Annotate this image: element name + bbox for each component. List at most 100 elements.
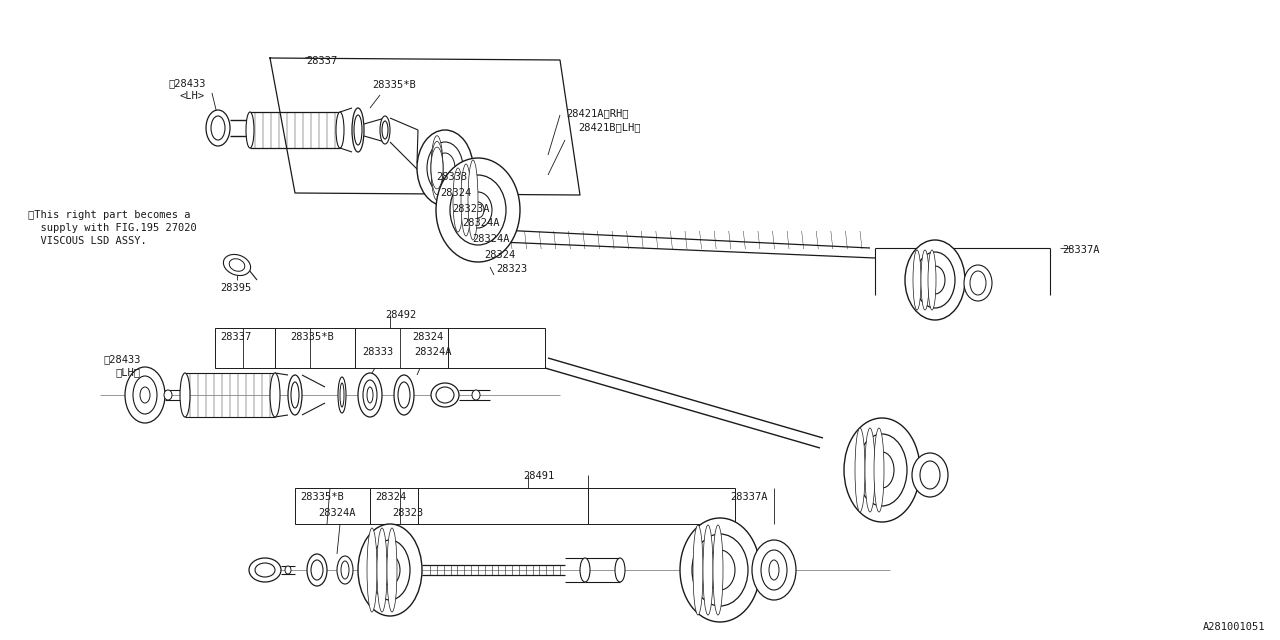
Ellipse shape — [680, 518, 760, 622]
Ellipse shape — [337, 556, 353, 584]
Ellipse shape — [246, 112, 253, 148]
Ellipse shape — [913, 250, 922, 310]
Ellipse shape — [431, 147, 443, 189]
Ellipse shape — [451, 175, 506, 245]
Text: 28491: 28491 — [524, 471, 554, 481]
Ellipse shape — [922, 250, 929, 310]
Ellipse shape — [911, 453, 948, 497]
Text: 28324A: 28324A — [413, 347, 452, 357]
Text: 28337: 28337 — [220, 332, 251, 342]
Text: 28421A〈RH〉: 28421A〈RH〉 — [566, 108, 628, 118]
Ellipse shape — [307, 554, 326, 586]
Ellipse shape — [753, 540, 796, 600]
Text: 28324A: 28324A — [317, 508, 356, 518]
Ellipse shape — [340, 561, 349, 579]
Text: 28324A: 28324A — [472, 234, 509, 244]
Ellipse shape — [855, 428, 865, 512]
Ellipse shape — [964, 265, 992, 301]
Ellipse shape — [211, 116, 225, 140]
Ellipse shape — [874, 428, 884, 512]
Text: 28335*B: 28335*B — [372, 80, 416, 90]
Ellipse shape — [970, 271, 986, 295]
Ellipse shape — [378, 528, 387, 612]
Ellipse shape — [206, 110, 230, 146]
Ellipse shape — [692, 525, 703, 615]
Ellipse shape — [925, 266, 945, 294]
Text: 〈LH〉: 〈LH〉 — [115, 367, 140, 377]
Text: 28337A: 28337A — [1062, 245, 1100, 255]
Text: 28323: 28323 — [497, 264, 527, 274]
Ellipse shape — [224, 255, 251, 276]
Text: ※28433: ※28433 — [102, 354, 141, 364]
Ellipse shape — [311, 560, 323, 580]
Ellipse shape — [380, 116, 390, 144]
Text: 28323: 28323 — [392, 508, 424, 518]
Ellipse shape — [844, 418, 920, 522]
Text: 28324: 28324 — [440, 188, 471, 198]
Ellipse shape — [398, 382, 410, 408]
Text: 28324A: 28324A — [462, 218, 499, 228]
Ellipse shape — [465, 192, 492, 228]
Text: 28333: 28333 — [436, 172, 467, 182]
Text: A281001051: A281001051 — [1202, 622, 1265, 632]
Ellipse shape — [905, 240, 965, 320]
Ellipse shape — [431, 136, 443, 200]
Ellipse shape — [870, 452, 893, 488]
Ellipse shape — [713, 525, 723, 615]
Ellipse shape — [133, 376, 157, 414]
Ellipse shape — [338, 377, 346, 413]
Ellipse shape — [180, 373, 189, 417]
Text: ※This right part becomes a: ※This right part becomes a — [28, 210, 191, 220]
Ellipse shape — [769, 560, 780, 580]
Ellipse shape — [468, 160, 477, 240]
Text: 28395: 28395 — [220, 283, 251, 293]
Ellipse shape — [461, 164, 471, 236]
Text: ※28433: ※28433 — [168, 78, 206, 88]
Ellipse shape — [140, 387, 150, 403]
Ellipse shape — [436, 387, 454, 403]
Bar — [215, 328, 545, 368]
Ellipse shape — [270, 373, 280, 417]
Ellipse shape — [380, 555, 399, 585]
Ellipse shape — [915, 252, 955, 308]
Text: 28492: 28492 — [385, 310, 416, 320]
Text: 28333: 28333 — [362, 347, 393, 357]
Text: <LH>: <LH> — [180, 91, 205, 101]
Ellipse shape — [858, 434, 908, 506]
Ellipse shape — [355, 115, 362, 145]
Text: 28421B〈LH〉: 28421B〈LH〉 — [579, 122, 640, 132]
Ellipse shape — [358, 373, 381, 417]
Text: 28335*B: 28335*B — [300, 492, 344, 502]
Text: 28324: 28324 — [375, 492, 406, 502]
Ellipse shape — [431, 383, 460, 407]
Ellipse shape — [229, 259, 244, 271]
Ellipse shape — [335, 112, 344, 148]
Ellipse shape — [370, 540, 410, 600]
Ellipse shape — [614, 558, 625, 582]
Ellipse shape — [580, 558, 590, 582]
Ellipse shape — [762, 550, 787, 590]
Bar — [294, 488, 735, 524]
Ellipse shape — [428, 142, 463, 194]
Ellipse shape — [367, 528, 378, 612]
Text: 28324: 28324 — [412, 332, 443, 342]
Ellipse shape — [381, 121, 388, 139]
Ellipse shape — [364, 380, 378, 410]
Ellipse shape — [387, 528, 397, 612]
Ellipse shape — [431, 141, 443, 195]
Ellipse shape — [705, 550, 735, 590]
Ellipse shape — [417, 130, 474, 206]
Ellipse shape — [125, 367, 165, 423]
Ellipse shape — [250, 558, 282, 582]
Text: 28323A: 28323A — [452, 204, 489, 214]
Ellipse shape — [453, 168, 463, 232]
Ellipse shape — [928, 250, 936, 310]
Text: 28337: 28337 — [306, 56, 337, 66]
Ellipse shape — [255, 563, 275, 577]
Ellipse shape — [472, 202, 484, 218]
Ellipse shape — [358, 524, 422, 616]
Text: VISCOUS LSD ASSY.: VISCOUS LSD ASSY. — [28, 236, 147, 246]
Ellipse shape — [291, 382, 300, 408]
Ellipse shape — [367, 387, 372, 403]
Text: 28324: 28324 — [484, 250, 516, 260]
